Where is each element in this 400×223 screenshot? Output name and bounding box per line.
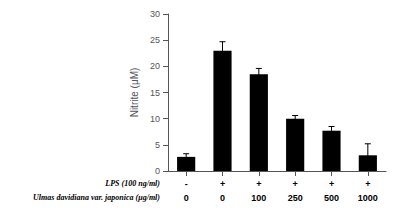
svg-text:+: + bbox=[293, 179, 298, 189]
svg-text:0: 0 bbox=[220, 193, 225, 203]
svg-text:500: 500 bbox=[324, 193, 339, 203]
svg-text:30: 30 bbox=[150, 9, 160, 19]
svg-text:+: + bbox=[365, 179, 370, 189]
svg-text:+: + bbox=[220, 179, 225, 189]
svg-text:+: + bbox=[329, 179, 334, 189]
svg-text:LPS (100 ng/ml): LPS (100 ng/ml) bbox=[104, 179, 160, 188]
svg-text:-: - bbox=[185, 179, 188, 189]
svg-text:250: 250 bbox=[288, 193, 303, 203]
svg-text:Nitrite (μM): Nitrite (μM) bbox=[129, 68, 140, 118]
svg-text:15: 15 bbox=[150, 88, 160, 98]
svg-text:20: 20 bbox=[150, 61, 160, 71]
svg-text:1000: 1000 bbox=[358, 193, 378, 203]
svg-text:+: + bbox=[256, 179, 261, 189]
svg-text:Ulmas davidiana var. japonica: Ulmas davidiana var. japonica (μg/ml) bbox=[33, 193, 160, 202]
svg-text:100: 100 bbox=[251, 193, 266, 203]
svg-text:25: 25 bbox=[150, 35, 160, 45]
svg-text:5: 5 bbox=[155, 140, 160, 150]
svg-text:0: 0 bbox=[155, 166, 160, 176]
svg-text:10: 10 bbox=[150, 114, 160, 124]
svg-text:0: 0 bbox=[184, 193, 189, 203]
